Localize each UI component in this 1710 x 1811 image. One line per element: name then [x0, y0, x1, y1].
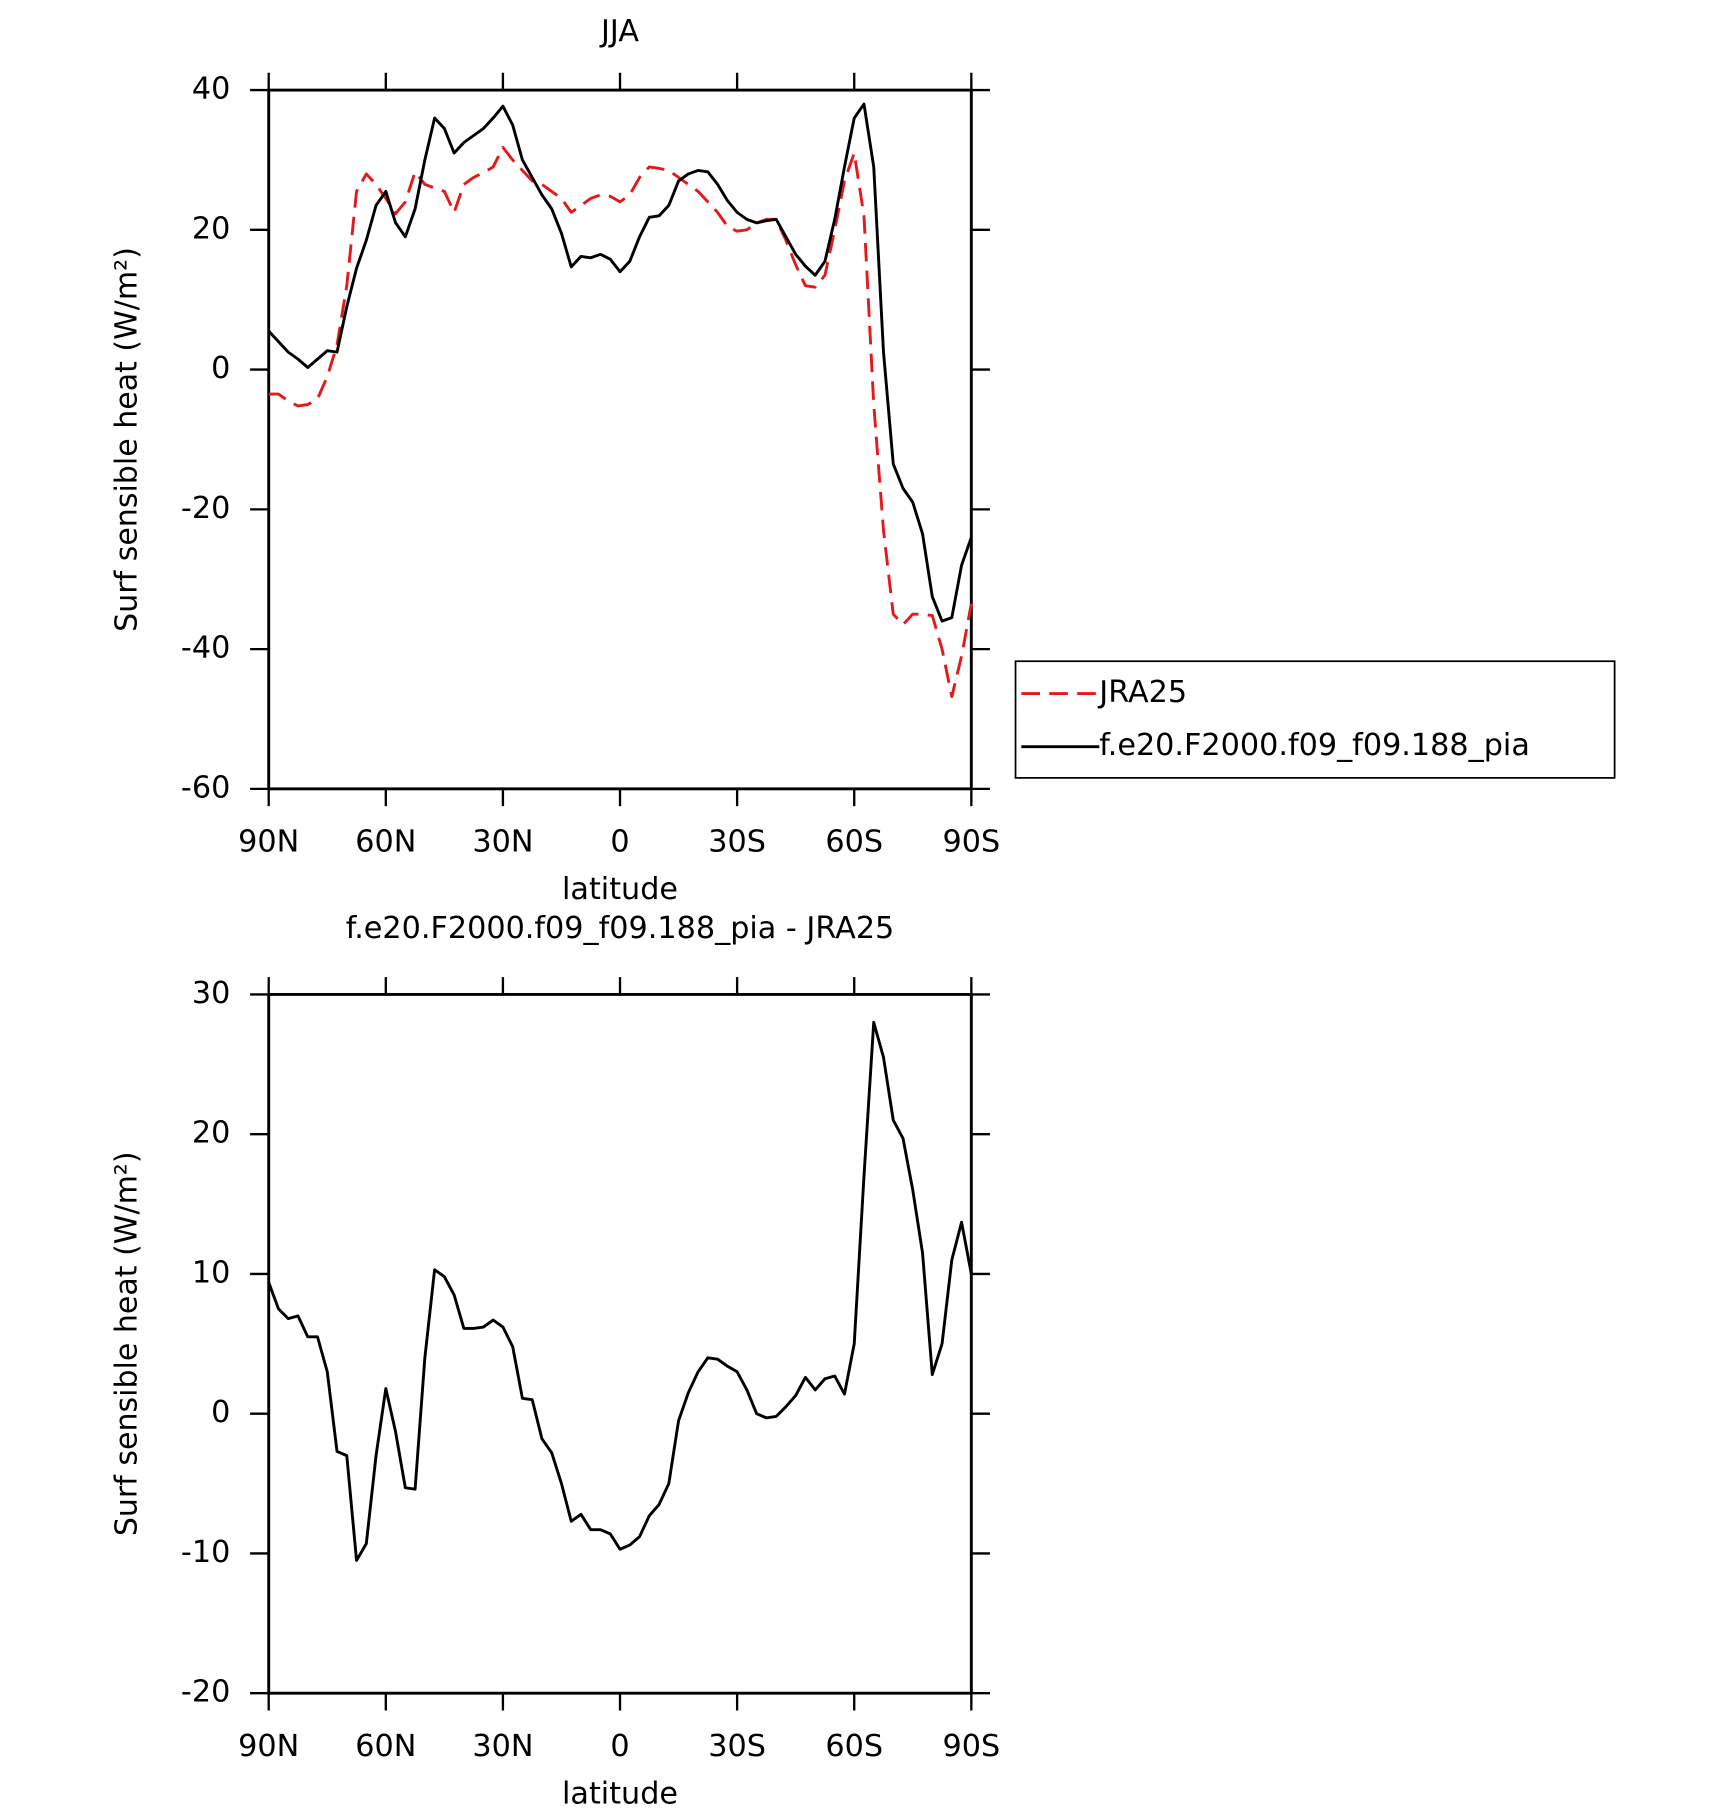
x-tick-label: 60S [825, 825, 883, 860]
data-line [267, 1020, 973, 1562]
data-line [267, 102, 973, 623]
data-line [268, 145, 973, 699]
x-tick-label: 90S [942, 825, 1000, 860]
y-axis-label: Surf sensible heat (W/m²) [109, 1151, 144, 1536]
plot: f.e20.F2000.f09_f09.188_pia - JRA25 latit… [109, 911, 1000, 1811]
x-tick-label: 0 [610, 1729, 629, 1764]
x-tick-label: 60S [825, 1729, 883, 1764]
plot-frame [267, 992, 973, 1695]
chart-title: JJA [599, 14, 639, 49]
legend: JRA25 f.e20.F2000.f09_f09.188_pia [1014, 660, 1616, 779]
y-tick-label: 10 [192, 1256, 230, 1291]
legend-label: f.e20.F2000.f09_f09.188_pia [1099, 728, 1530, 763]
chart-title: f.e20.F2000.f09_f09.188_pia - JRA25 [346, 911, 895, 946]
x-tick-label: 30S [708, 825, 766, 860]
y-tick-label: -40 [181, 631, 230, 666]
y-tick-label: 30 [192, 976, 230, 1011]
plot-frame [267, 88, 973, 791]
x-tick-label: 0 [610, 825, 629, 860]
y-tick-label: 0 [211, 351, 230, 386]
y-tick-label: 40 [192, 72, 230, 107]
plot: JJA latitude Surf sensible heat (W/m²) -60 -… [109, 14, 1616, 907]
y-tick-label: 20 [192, 211, 230, 246]
x-tick-label: 60N [355, 825, 416, 860]
legend-box [1014, 660, 1616, 779]
x-tick-label: 90N [238, 825, 299, 860]
x-tick-label: 30N [472, 1729, 533, 1764]
y-tick-label: 0 [211, 1395, 230, 1430]
x-axis-label: latitude [562, 1776, 678, 1811]
y-tick-label: -10 [181, 1535, 230, 1570]
y-tick-label: -60 [181, 770, 230, 805]
x-tick-label: 30N [472, 825, 533, 860]
y-axis-label: Surf sensible heat (W/m²) [109, 247, 144, 632]
x-tick-label: 90S [942, 1729, 1000, 1764]
x-axis-label: latitude [562, 872, 678, 907]
y-tick-label: -20 [181, 1675, 230, 1710]
x-tick-label: 60N [355, 1729, 416, 1764]
legend-label: JRA25 [1097, 675, 1187, 710]
y-tick-label: -20 [181, 491, 230, 526]
x-tick-label: 30S [708, 1729, 766, 1764]
x-tick-label: 90N [238, 1729, 299, 1764]
y-tick-label: 20 [192, 1116, 230, 1151]
